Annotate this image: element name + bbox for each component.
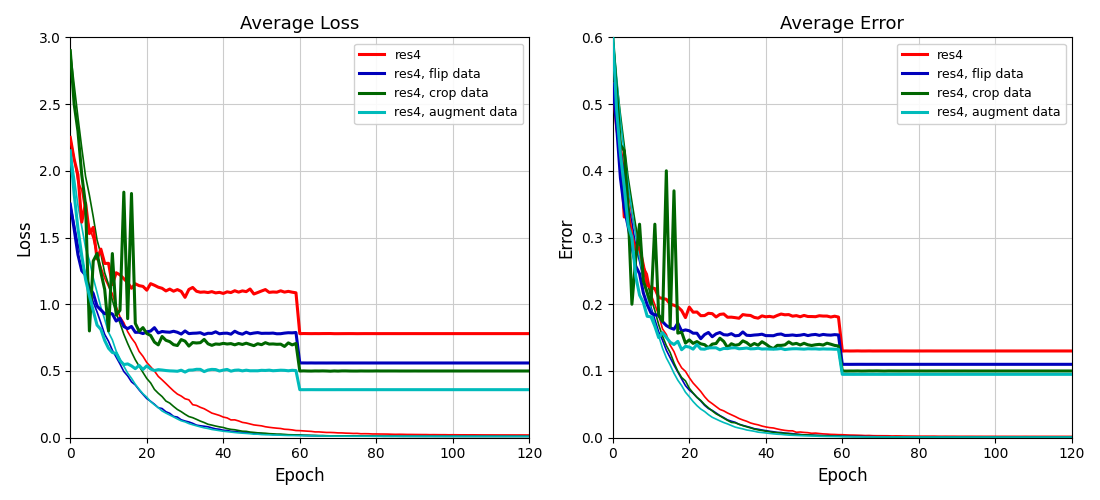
res4, flip data	[110, 318, 123, 324]
Y-axis label: Error: Error	[558, 218, 575, 258]
Title: Average Error: Average Error	[780, 15, 904, 33]
res4, crop data	[839, 368, 853, 374]
Line: res4: res4	[613, 84, 1071, 351]
res4	[652, 294, 666, 300]
res4	[522, 330, 536, 336]
res4, augment data	[1065, 372, 1078, 378]
res4, flip data	[522, 360, 536, 366]
res4, augment data	[297, 386, 310, 392]
res4	[377, 330, 390, 336]
res4	[170, 286, 184, 292]
res4	[110, 270, 123, 276]
res4, crop data	[110, 312, 123, 318]
res4, crop data	[1065, 368, 1078, 374]
res4, flip data	[844, 362, 857, 368]
res4, augment data	[606, 34, 619, 40]
res4, augment data	[64, 148, 77, 154]
res4, crop data	[496, 368, 509, 374]
res4	[64, 134, 77, 140]
res4, augment data	[354, 386, 367, 392]
res4, flip data	[170, 330, 184, 336]
Line: res4, flip data: res4, flip data	[70, 204, 529, 363]
res4, flip data	[354, 360, 367, 366]
Line: res4, flip data: res4, flip data	[613, 84, 1071, 364]
res4, augment data	[801, 346, 814, 352]
res4, augment data	[920, 372, 933, 378]
res4	[801, 314, 814, 320]
res4, augment data	[110, 350, 123, 356]
res4, crop data	[713, 335, 726, 341]
Legend: res4, res4, flip data, res4, crop data, res4, augment data: res4, res4, flip data, res4, crop data, …	[354, 44, 524, 124]
res4, augment data	[652, 334, 666, 340]
res4	[496, 330, 509, 336]
Legend: res4, res4, flip data, res4, crop data, res4, augment data: res4, res4, flip data, res4, crop data, …	[896, 44, 1066, 124]
res4, crop data	[920, 368, 933, 374]
res4, augment data	[847, 372, 860, 378]
res4, flip data	[606, 81, 619, 87]
res4, flip data	[377, 360, 390, 366]
Line: res4, augment data: res4, augment data	[613, 38, 1071, 374]
res4, flip data	[258, 330, 272, 336]
res4, flip data	[652, 312, 666, 318]
res4, crop data	[652, 312, 666, 318]
Line: res4, crop data: res4, crop data	[70, 50, 529, 371]
res4, augment data	[496, 386, 509, 392]
res4	[836, 348, 849, 354]
res4, augment data	[377, 386, 390, 392]
res4, crop data	[258, 340, 272, 345]
res4, crop data	[606, 34, 619, 40]
X-axis label: Epoch: Epoch	[817, 467, 868, 485]
res4	[920, 348, 933, 354]
res4	[258, 286, 272, 292]
res4, augment data	[1038, 372, 1052, 378]
res4, flip data	[801, 332, 814, 338]
Line: res4, augment data: res4, augment data	[70, 151, 529, 390]
res4, augment data	[713, 347, 726, 353]
res4, augment data	[170, 368, 184, 374]
res4, flip data	[64, 201, 77, 207]
res4, augment data	[896, 372, 910, 378]
Title: Average Loss: Average Loss	[240, 15, 360, 33]
res4, augment data	[522, 386, 536, 392]
res4, flip data	[496, 360, 509, 366]
Line: res4: res4	[70, 138, 529, 334]
res4	[896, 348, 910, 354]
res4	[1065, 348, 1078, 354]
res4, flip data	[1038, 362, 1052, 368]
res4	[713, 312, 726, 318]
res4, crop data	[354, 368, 367, 374]
res4, crop data	[377, 368, 390, 374]
res4, flip data	[920, 362, 933, 368]
res4, flip data	[1065, 362, 1078, 368]
res4, flip data	[896, 362, 910, 368]
res4	[354, 330, 367, 336]
res4, crop data	[896, 368, 910, 374]
res4, augment data	[258, 368, 272, 374]
res4, crop data	[801, 342, 814, 348]
res4	[1038, 348, 1052, 354]
res4, crop data	[1038, 368, 1052, 374]
res4, flip data	[320, 360, 333, 366]
res4, crop data	[170, 342, 184, 348]
res4, crop data	[64, 48, 77, 54]
Y-axis label: Loss: Loss	[15, 219, 33, 256]
res4, crop data	[522, 368, 536, 374]
res4	[606, 81, 619, 87]
X-axis label: Epoch: Epoch	[275, 467, 326, 485]
Line: res4, crop data: res4, crop data	[613, 38, 1071, 371]
res4, crop data	[323, 368, 337, 374]
res4	[294, 330, 307, 336]
res4, flip data	[713, 330, 726, 336]
